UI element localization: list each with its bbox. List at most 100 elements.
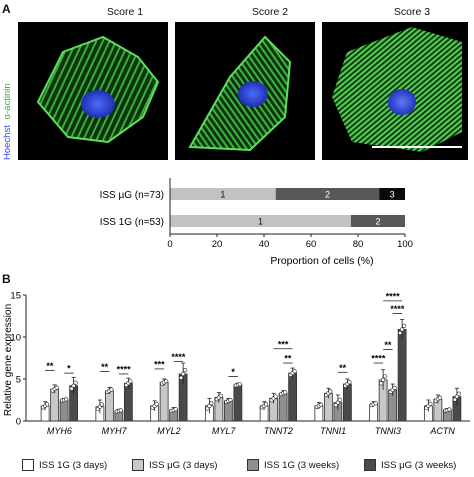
significance-label: **** <box>171 352 186 362</box>
stack-x-tick-label: 20 <box>212 239 223 250</box>
gene-category-label: MYL7 <box>212 426 237 436</box>
legend-label: ISS μG (3 weeks) <box>381 459 457 471</box>
legend-item: ISS μG (3 days) <box>132 456 217 474</box>
significance-label: **** <box>371 354 386 364</box>
gene-data-point <box>264 402 269 407</box>
micrograph-score-3 <box>322 22 468 160</box>
gene-data-point <box>183 368 188 373</box>
gene-expression-chart: Relative gene expression 0 5 10 15 MYH6 MYH7 M… <box>3 291 470 436</box>
legend: ISS 1G (3 days) ISS μG (3 days) ISS 1G (3 … <box>22 456 474 474</box>
gene-data-point <box>154 402 159 407</box>
gene-data-point <box>109 387 114 392</box>
legend-swatch <box>132 459 144 471</box>
panel-b-letter: B <box>2 272 11 286</box>
gene-category-label: MYH6 <box>47 426 72 436</box>
stack-segment-label: 1 <box>258 217 263 227</box>
stack-x-tick-label: 0 <box>167 239 172 250</box>
gene-data-point <box>347 380 352 385</box>
gene-y-tick-label: 10 <box>10 333 21 344</box>
gene-data-point <box>337 397 342 402</box>
gene-category-label: TNNI1 <box>320 426 346 436</box>
stack-bar-segment <box>350 215 405 227</box>
scale-bar <box>372 146 462 148</box>
gene-data-point <box>447 407 452 412</box>
stack-x-tick-label: 40 <box>259 239 270 250</box>
score-1-title: Score 1 <box>106 6 144 18</box>
gene-data-point <box>71 383 76 388</box>
significance-label: ** <box>384 340 392 350</box>
gene-data-point <box>64 397 69 402</box>
gene-data-point <box>328 389 333 394</box>
gene-data-point <box>402 323 407 329</box>
score-3-title: Score 3 <box>393 6 431 18</box>
significance-label: ** <box>46 361 54 371</box>
gene-y-tick-label: 0 <box>16 417 21 428</box>
gene-data-point <box>128 379 133 384</box>
significance-label: * <box>67 364 71 374</box>
gene-data-point <box>452 397 457 402</box>
micrograph-score-1 <box>18 22 168 160</box>
stack-segment-label: 3 <box>390 190 395 200</box>
gene-data-point <box>179 375 184 380</box>
significance-label: **** <box>390 304 405 314</box>
stack-segment-label: 2 <box>375 217 380 227</box>
stack-bar-segment <box>379 188 405 200</box>
gene-data-point <box>283 390 288 395</box>
gene-bar <box>397 329 407 422</box>
gene-bar <box>342 383 352 422</box>
significance-label: * <box>231 367 235 377</box>
gene-data-point <box>292 369 297 374</box>
gene-category-label: MYL2 <box>157 426 181 436</box>
gene-bar <box>50 388 60 422</box>
gene-data-point <box>54 385 59 390</box>
gene-data-point <box>398 330 403 336</box>
gene-bar <box>278 392 288 422</box>
gene-data-point <box>45 402 50 407</box>
gene-category-label: TNNT2 <box>264 426 293 436</box>
gene-data-point <box>118 408 123 413</box>
stack-category-label: ISS μG (n=73) <box>100 190 164 201</box>
gene-data-point <box>428 401 433 406</box>
gene-data-point <box>454 394 459 399</box>
gene-data-point <box>99 402 104 407</box>
stain-label: Hoechst α-actinin <box>0 22 14 162</box>
stack-x-tick-label: 100 <box>397 239 413 250</box>
gene-data-point <box>383 374 388 379</box>
legend-label: ISS 1G (3 weeks) <box>264 459 340 471</box>
legend-swatch <box>247 459 259 471</box>
legend-swatch <box>364 459 376 471</box>
micrograph-score-2 <box>175 22 315 160</box>
stack-x-tick-label: 60 <box>306 239 317 250</box>
legend-item: ISS 1G (3 days) <box>22 456 107 474</box>
gene-data-point <box>373 401 378 406</box>
gene-bar <box>104 390 114 422</box>
gene-data-point <box>73 380 78 385</box>
gene-data-point <box>318 402 323 407</box>
gene-data-point <box>437 395 442 400</box>
gene-data-point <box>273 394 278 399</box>
stack-category-label: ISS 1G (n=53) <box>100 217 164 228</box>
gene-bar <box>159 381 169 422</box>
score-2-title: Score 2 <box>251 6 289 18</box>
stack-bar-segment <box>170 215 351 227</box>
legend-label: ISS μG (3 days) <box>149 459 218 471</box>
gene-data-point <box>209 401 214 406</box>
gene-y-axis-label: Relative gene expression <box>3 304 14 416</box>
stain-marker-label: α-actinin <box>2 83 13 120</box>
stack-segment-label: 1 <box>220 190 225 200</box>
gene-data-point <box>218 393 223 398</box>
gene-category-label: MYH7 <box>102 426 128 436</box>
gene-data-point <box>392 385 397 390</box>
significance-label: *** <box>154 359 165 369</box>
gene-data-point <box>164 379 169 384</box>
gene-bar <box>223 400 233 422</box>
gene-bar <box>123 382 133 422</box>
stack-x-tick-label: 80 <box>353 239 364 250</box>
significance-label: **** <box>117 364 132 374</box>
gene-bar <box>59 399 69 422</box>
gene-bar <box>288 372 298 422</box>
gene-data-point <box>400 327 405 332</box>
legend-item: ISS 1G (3 weeks) <box>247 456 339 474</box>
stack-x-axis-label: Proportion of cells (%) <box>270 255 373 267</box>
